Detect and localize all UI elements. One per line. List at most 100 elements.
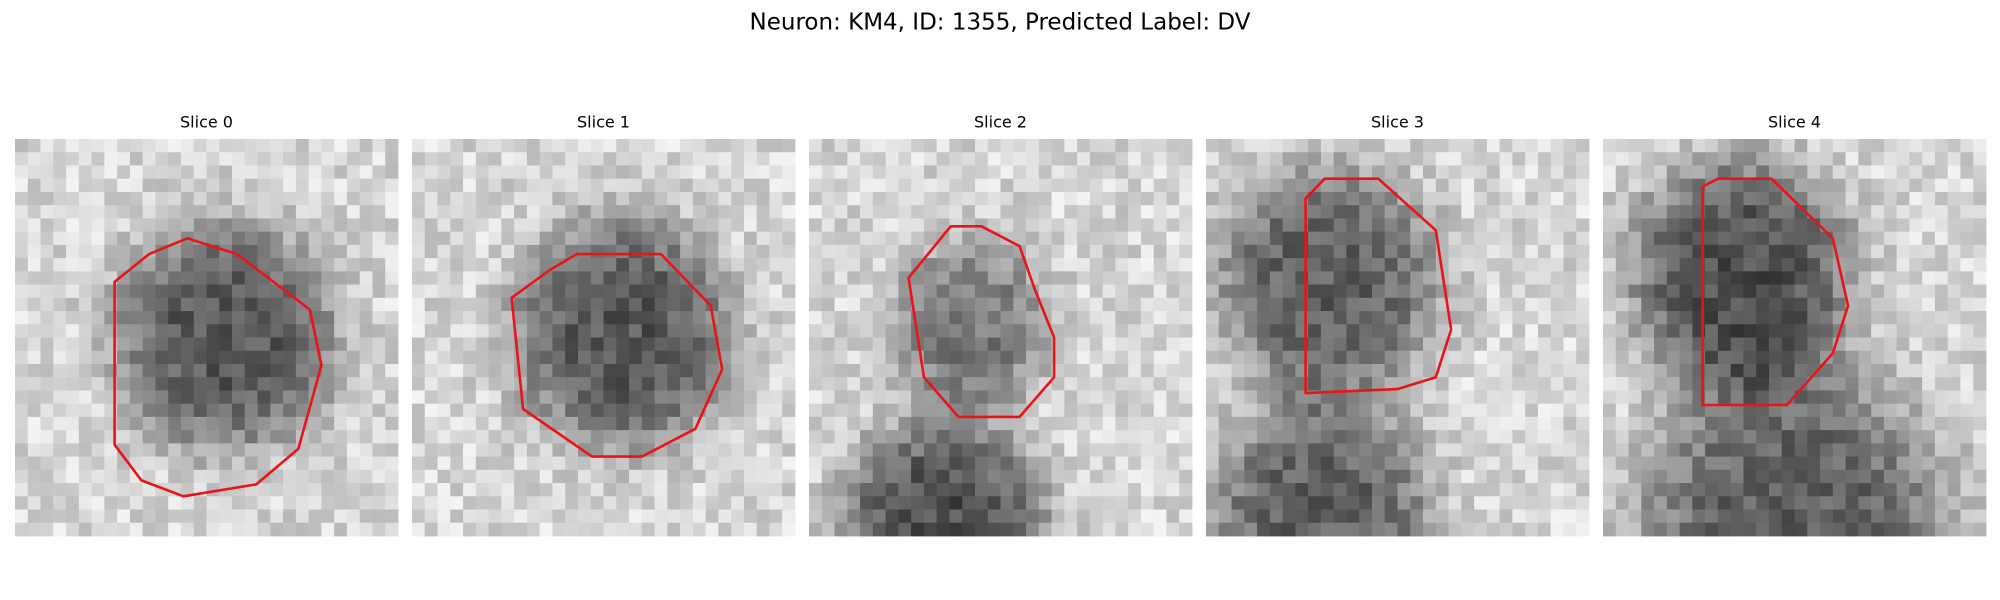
pixel <box>1679 483 1693 497</box>
pixel <box>1410 403 1424 418</box>
pixel <box>1525 231 1539 246</box>
pixel <box>1064 297 1078 312</box>
pixel <box>385 350 399 365</box>
pixel <box>1218 231 1232 246</box>
pixel <box>705 509 719 524</box>
pixel <box>1525 311 1539 325</box>
pixel <box>1448 244 1462 259</box>
pixel <box>1153 218 1167 233</box>
pixel <box>1000 350 1014 365</box>
pixel <box>539 231 553 246</box>
pixel <box>898 469 912 484</box>
pixel <box>1359 456 1373 471</box>
pixel <box>1615 430 1629 444</box>
pixel <box>78 469 92 484</box>
pixel <box>1206 271 1220 285</box>
pixel <box>463 456 477 471</box>
pixel <box>872 284 886 299</box>
pixel <box>1013 218 1027 233</box>
pixel <box>1794 139 1808 153</box>
pixel <box>1000 311 1014 325</box>
pixel <box>847 324 861 338</box>
pixel <box>1499 443 1513 457</box>
pixel <box>1832 218 1846 233</box>
pixel <box>1756 205 1770 219</box>
pixel <box>834 350 848 365</box>
pixel <box>1615 244 1629 259</box>
pixel <box>1077 191 1091 206</box>
pixel <box>206 178 220 193</box>
pixel <box>885 337 899 352</box>
pixel <box>809 337 823 352</box>
pixel <box>78 152 92 166</box>
pixel <box>718 311 732 325</box>
pixel <box>1359 165 1373 180</box>
pixel <box>129 178 144 193</box>
pixel <box>219 152 233 166</box>
pixel <box>1051 191 1065 206</box>
pixel <box>1641 324 1655 338</box>
pixel <box>295 165 310 180</box>
pixel <box>898 350 912 365</box>
pixel <box>78 443 92 457</box>
pixel <box>1179 244 1193 259</box>
pixel <box>129 205 144 219</box>
pixel <box>629 152 643 166</box>
pixel <box>91 496 105 510</box>
pixel <box>1679 244 1693 259</box>
pixel <box>129 244 144 259</box>
pixel <box>1743 258 1757 272</box>
pixel <box>334 416 348 431</box>
pixel <box>1461 311 1475 325</box>
pixel <box>629 377 643 391</box>
pixel <box>1820 456 1834 471</box>
pixel <box>872 363 886 378</box>
pixel <box>1845 178 1859 193</box>
pixel <box>1333 390 1347 405</box>
pixel <box>244 311 258 325</box>
pixel <box>936 152 950 166</box>
pixel <box>885 205 899 219</box>
pixel <box>1871 390 1885 405</box>
pixel <box>1499 456 1513 471</box>
pixel <box>565 324 579 338</box>
pixel <box>1679 469 1693 484</box>
pixel <box>1371 271 1386 285</box>
pixel <box>244 165 258 180</box>
pixel <box>1934 244 1949 259</box>
pixel <box>1679 231 1693 246</box>
pixel <box>1423 390 1437 405</box>
pixel <box>359 403 373 418</box>
pixel <box>1654 350 1668 365</box>
pixel <box>1615 231 1629 246</box>
pixel <box>1166 218 1180 233</box>
pixel <box>1486 297 1501 312</box>
pixel <box>1820 509 1834 524</box>
pixel <box>232 324 246 338</box>
pixel <box>117 496 131 510</box>
pixel <box>117 178 131 193</box>
pixel <box>1333 443 1347 457</box>
pixel <box>616 165 630 180</box>
pixel <box>1282 363 1296 378</box>
pixel <box>1615 363 1629 378</box>
pixel <box>514 509 528 524</box>
pixel <box>1371 165 1386 180</box>
pixel <box>1206 324 1220 338</box>
pixel <box>117 231 131 246</box>
pixel <box>1628 522 1642 537</box>
pixel <box>1563 152 1577 166</box>
pixel <box>1257 416 1271 431</box>
pixel <box>1896 443 1910 457</box>
pixel <box>1666 324 1680 338</box>
pixel <box>1448 205 1462 219</box>
pixel <box>193 191 207 206</box>
pixel <box>718 416 732 431</box>
pixel <box>898 205 912 219</box>
pixel <box>821 271 835 285</box>
pixel <box>603 443 617 457</box>
pixel <box>117 244 131 259</box>
pixel <box>334 469 348 484</box>
pixel <box>1603 244 1617 259</box>
pixel <box>1666 337 1680 352</box>
